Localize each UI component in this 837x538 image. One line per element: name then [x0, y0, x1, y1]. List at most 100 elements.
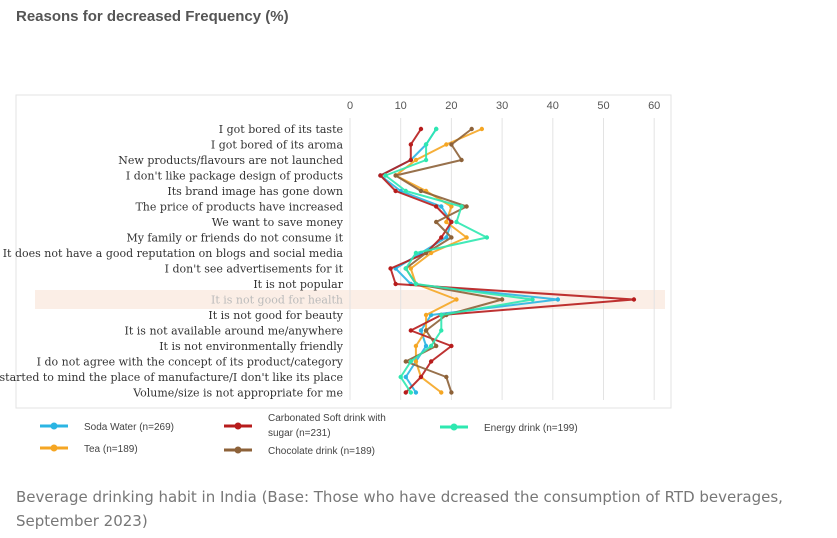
- data-point: [413, 390, 419, 395]
- data-point: [408, 266, 414, 271]
- data-point: [439, 204, 444, 209]
- data-point: [444, 235, 449, 240]
- category-label: I started to mind the place of manufactu…: [0, 371, 343, 384]
- data-point: [449, 343, 454, 349]
- data-point: [413, 343, 419, 349]
- data-point: [408, 359, 414, 364]
- data-point: [418, 328, 424, 333]
- series-1: [393, 126, 485, 395]
- category-label: It is not popular: [253, 278, 343, 291]
- data-point: [383, 173, 388, 178]
- data-point: [393, 173, 398, 178]
- data-point: [418, 374, 424, 380]
- category-label: My family or friends do not consume it: [126, 232, 343, 245]
- category-label: It is not good for health: [211, 294, 343, 307]
- data-point: [484, 235, 490, 240]
- data-point: [403, 188, 408, 194]
- data-point: [449, 142, 454, 147]
- plot-frame: [15, 94, 672, 409]
- legend-label-soda: Soda Water (n=269): [84, 422, 174, 433]
- data-point: [439, 390, 444, 395]
- data-point: [433, 126, 439, 132]
- category-label: It is not environmentally friendly: [159, 340, 344, 353]
- category-label: We want to save money: [212, 216, 344, 229]
- data-point: [439, 312, 444, 318]
- x-tick-label: 40: [547, 100, 559, 112]
- x-tick-label: 20: [445, 100, 457, 112]
- legend-label-energy: Energy drink (n=199): [484, 423, 578, 434]
- data-point: [469, 126, 474, 132]
- series-line: [394, 128, 483, 394]
- data-point: [403, 359, 408, 364]
- data-point: [423, 142, 429, 147]
- legend: Soda Water (n=269) Carbonated Soft drink…: [40, 413, 578, 457]
- category-label: Its brand image has gone down: [167, 185, 343, 198]
- data-point: [408, 390, 414, 395]
- data-point: [413, 281, 419, 287]
- data-point: [454, 219, 459, 225]
- data-point: [530, 297, 535, 302]
- data-point: [433, 219, 439, 225]
- data-point: [423, 328, 429, 333]
- data-point: [464, 204, 469, 209]
- data-point: [439, 328, 444, 333]
- legend-item-energy: Energy drink (n=199): [440, 423, 578, 434]
- category-label: I do not agree with the concept of its p…: [37, 356, 344, 369]
- data-point: [449, 235, 454, 240]
- data-point: [459, 157, 464, 163]
- series-line: [384, 128, 534, 394]
- data-point: [393, 188, 398, 194]
- category-label: It is not good for beauty: [208, 309, 343, 322]
- data-point: [388, 266, 393, 271]
- page-title: Reasons for decreased Frequency (%): [16, 8, 289, 25]
- x-tick-label: 30: [496, 100, 508, 112]
- data-point: [444, 219, 449, 225]
- data-point: [423, 312, 429, 318]
- category-label: New products/flavours are not launched: [118, 154, 343, 167]
- data-point: [449, 219, 454, 225]
- category-label: I don't like package design of products: [126, 170, 343, 183]
- data-point: [444, 142, 449, 147]
- data-point: [408, 328, 414, 333]
- data-point: [555, 297, 561, 302]
- series-line: [379, 128, 635, 394]
- data-point: [413, 250, 419, 256]
- data-point: [403, 374, 408, 380]
- legend-item-tea: Tea (n=189): [40, 444, 138, 455]
- legend-label-tea: Tea (n=189): [84, 444, 138, 455]
- x-tick-label: 10: [395, 100, 407, 112]
- data-point: [428, 250, 434, 256]
- x-tick-label: 60: [648, 100, 660, 112]
- data-point: [408, 142, 414, 147]
- category-label: I got bored of its aroma: [211, 139, 344, 152]
- series-line: [394, 128, 504, 393]
- caption: Beverage drinking habit in India (Base: …: [16, 488, 783, 530]
- data-point: [459, 204, 464, 209]
- legend-label-chocolate: Chocolate drink (n=189): [268, 446, 375, 457]
- data-point: [403, 266, 408, 271]
- legend-label-carbonated-line1: Carbonated Soft drink with: [268, 413, 386, 424]
- data-point: [403, 390, 408, 395]
- data-point: [408, 157, 414, 163]
- data-point: [464, 235, 469, 240]
- series-4: [383, 126, 535, 395]
- data-point: [418, 188, 424, 194]
- data-point: [428, 359, 434, 364]
- category-label: The price of products have increased: [135, 201, 343, 214]
- data-point: [418, 126, 424, 132]
- category-label: It does not have a good reputation on bl…: [3, 247, 344, 260]
- x-tick-label: 50: [597, 100, 609, 112]
- category-label: I got bored of its taste: [219, 123, 343, 136]
- data-point: [449, 204, 454, 209]
- data-point: [454, 297, 459, 302]
- data-point: [631, 297, 637, 302]
- data-point: [439, 235, 444, 240]
- category-label: I don't see advertisements for it: [165, 263, 344, 276]
- data-point: [423, 343, 429, 349]
- data-point: [449, 390, 454, 395]
- data-point: [413, 359, 419, 364]
- x-tick-label: 0: [347, 100, 353, 112]
- data-point: [423, 157, 429, 163]
- data-point: [413, 157, 419, 163]
